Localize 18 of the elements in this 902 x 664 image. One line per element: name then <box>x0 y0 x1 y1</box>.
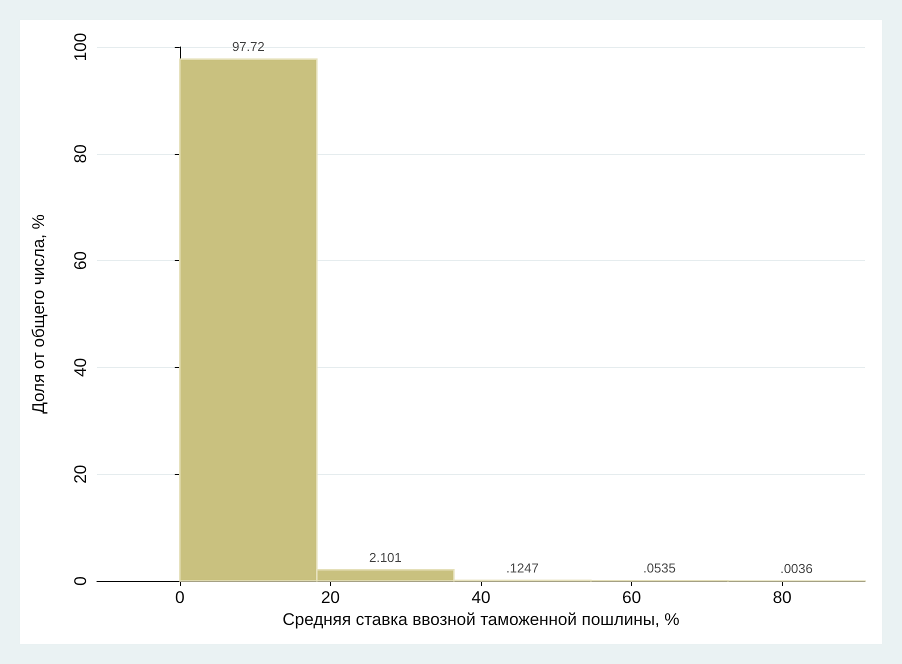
y-tick-label: 80 <box>71 144 90 164</box>
y-tick-label: 100 <box>71 32 90 62</box>
data-label: 2.101 <box>369 550 402 565</box>
x-tick-label: 0 <box>175 588 185 607</box>
data-label: .0036 <box>780 560 813 576</box>
y-tick-label: 40 <box>71 358 90 377</box>
x-tick-label: 20 <box>320 588 340 607</box>
data-label: .0535 <box>643 560 676 576</box>
data-label: 97.72 <box>232 39 265 54</box>
y-tick-label: 60 <box>71 251 90 270</box>
x-tick-label: 80 <box>772 588 792 607</box>
x-axis-title: Средняя ставка ввозной таможенной пошлины, % <box>282 610 680 629</box>
x-tick-label: 40 <box>472 588 490 607</box>
y-tick-label: 20 <box>71 464 90 484</box>
y-tick-label: 0 <box>71 576 90 586</box>
data-label: .1247 <box>506 560 539 576</box>
x-tick-label: 60 <box>622 588 642 607</box>
y-axis-title: Доля от общего числа, % <box>29 214 48 414</box>
